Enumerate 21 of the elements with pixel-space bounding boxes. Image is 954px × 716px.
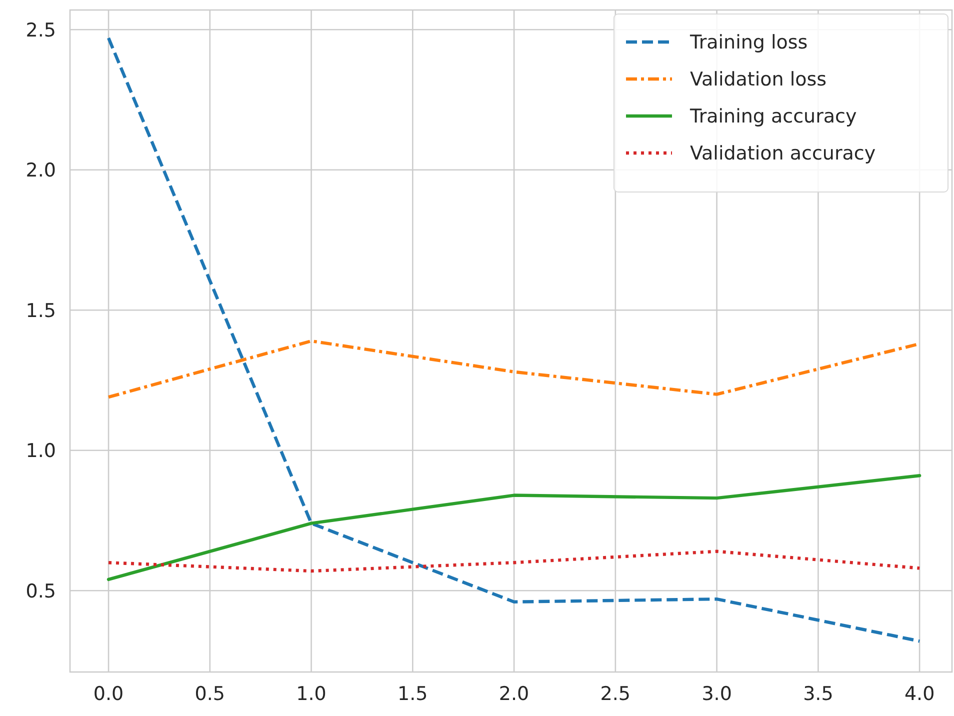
x-tick-label: 1.0: [296, 683, 326, 705]
x-tick-label: 2.5: [600, 683, 631, 705]
legend-label: Training loss: [689, 32, 808, 54]
legend-label: Validation loss: [690, 68, 827, 91]
x-tick-label: 1.5: [398, 683, 428, 705]
legend-label: Training accuracy: [689, 106, 857, 128]
y-tick-label: 2.0: [26, 160, 56, 182]
x-tick-label: 4.0: [904, 683, 935, 705]
y-tick-label: 1.0: [26, 440, 56, 462]
line-series: [106, 36, 922, 643]
x-tick-label: 2.0: [498, 683, 530, 705]
y-tick-label: 2.5: [26, 19, 56, 42]
y-tick-label: 0.5: [26, 580, 56, 602]
legend-label: Validation accuracy: [690, 142, 876, 165]
x-tick-label: 0.5: [194, 683, 226, 705]
x-tick-label: 3.5: [803, 683, 834, 705]
x-tick-label: 3.0: [702, 683, 732, 705]
line-series: [106, 550, 922, 573]
line-series: [106, 474, 922, 582]
y-tick-label: 1.5: [26, 300, 56, 322]
x-tick-label: 0.0: [93, 683, 124, 705]
